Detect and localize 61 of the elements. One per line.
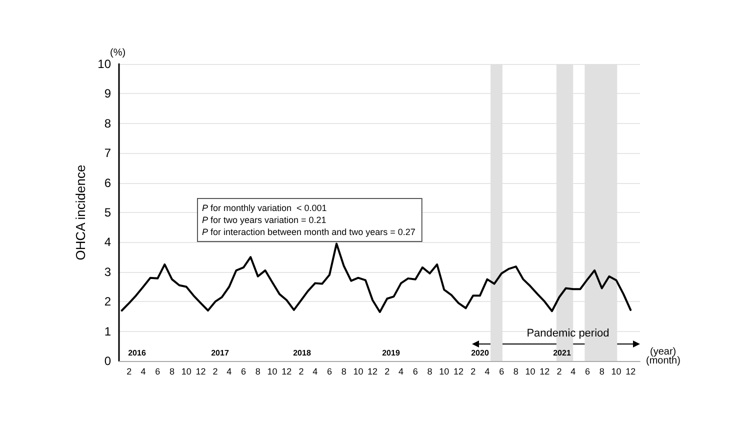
text: (%) — [110, 48, 126, 58]
annotation: 2017 — [211, 348, 230, 358]
x-tick-label: 2 — [384, 366, 390, 376]
x-tick-label: 2 — [470, 366, 476, 376]
y-tick-label: 0 — [104, 354, 112, 368]
x-tick-label: 2 — [556, 366, 562, 376]
y-tick-label: 6 — [104, 176, 112, 190]
x-tick-label: 2 — [126, 366, 132, 376]
x-axis-title: (month) — [646, 356, 680, 366]
x-tick-label: 10 — [267, 366, 278, 376]
x-tick-label: 4 — [484, 366, 490, 376]
y-tick-label: 4 — [104, 235, 112, 250]
x-tick-label: 4 — [398, 366, 404, 376]
x-tick-label: 12 — [196, 366, 206, 376]
x-tick-label: 6 — [499, 366, 504, 376]
annotation: 2016 — [128, 348, 146, 358]
annotation: 2018 — [293, 348, 312, 358]
x-tick-label: 4 — [570, 366, 576, 376]
x-tick-label: 10 — [353, 366, 364, 376]
x-tick-label: 8 — [599, 366, 604, 376]
annotation: P for interaction between month and two years = 0.27 — [202, 227, 416, 237]
x-tick-label: 12 — [368, 366, 378, 376]
x-tick-label: 6 — [584, 366, 590, 376]
x-tick-label: 12 — [540, 366, 550, 376]
x-tick-label: 4 — [312, 366, 318, 376]
annotation: 2021 — [553, 348, 572, 358]
x-tick-label: 12 — [453, 366, 464, 376]
annotation: Pandemic period — [526, 328, 610, 340]
x-tick-label: 6 — [326, 366, 332, 376]
y-tick-label: 7 — [104, 146, 112, 160]
y-tick-label: 5 — [104, 206, 112, 220]
text: (year) — [650, 346, 676, 358]
x-tick-label: 8 — [169, 366, 174, 376]
x-tick-label: 12 — [626, 366, 636, 376]
annotation: 2020 — [471, 348, 490, 358]
x-tick-label: 2 — [212, 366, 218, 376]
annotation: P for two years variation = 0.21 — [202, 215, 326, 225]
annotation: P for monthly variation < 0.001 — [202, 203, 327, 213]
annotation: 2019 — [382, 348, 400, 358]
x-tick-label: 12 — [282, 366, 292, 376]
y-tick-label: 3 — [104, 264, 112, 279]
x-tick-label: 10 — [525, 366, 536, 376]
x-tick-label: 8 — [513, 366, 518, 376]
x-tick-label: 8 — [427, 366, 432, 376]
y-tick-label: 1 — [104, 324, 112, 338]
x-tick-label: 10 — [181, 366, 192, 376]
x-tick-label: 4 — [226, 366, 232, 376]
y-axis-title: OHCA incidence — [72, 164, 88, 260]
x-tick-label: 8 — [255, 366, 260, 376]
x-tick-label: 10 — [611, 366, 622, 376]
y-tick-label: 10 — [98, 57, 112, 71]
y-tick-label: 9 — [104, 86, 112, 101]
x-tick-label: 6 — [155, 366, 160, 376]
x-tick-label: 6 — [412, 366, 418, 376]
x-tick-label: 6 — [241, 366, 246, 376]
x-tick-label: 4 — [140, 366, 146, 376]
x-tick-label: 10 — [439, 366, 450, 376]
y-tick-label: 8 — [104, 116, 112, 130]
y-tick-label: 2 — [104, 294, 112, 309]
x-tick-label: 8 — [341, 366, 346, 376]
x-tick-label: 2 — [298, 366, 304, 376]
